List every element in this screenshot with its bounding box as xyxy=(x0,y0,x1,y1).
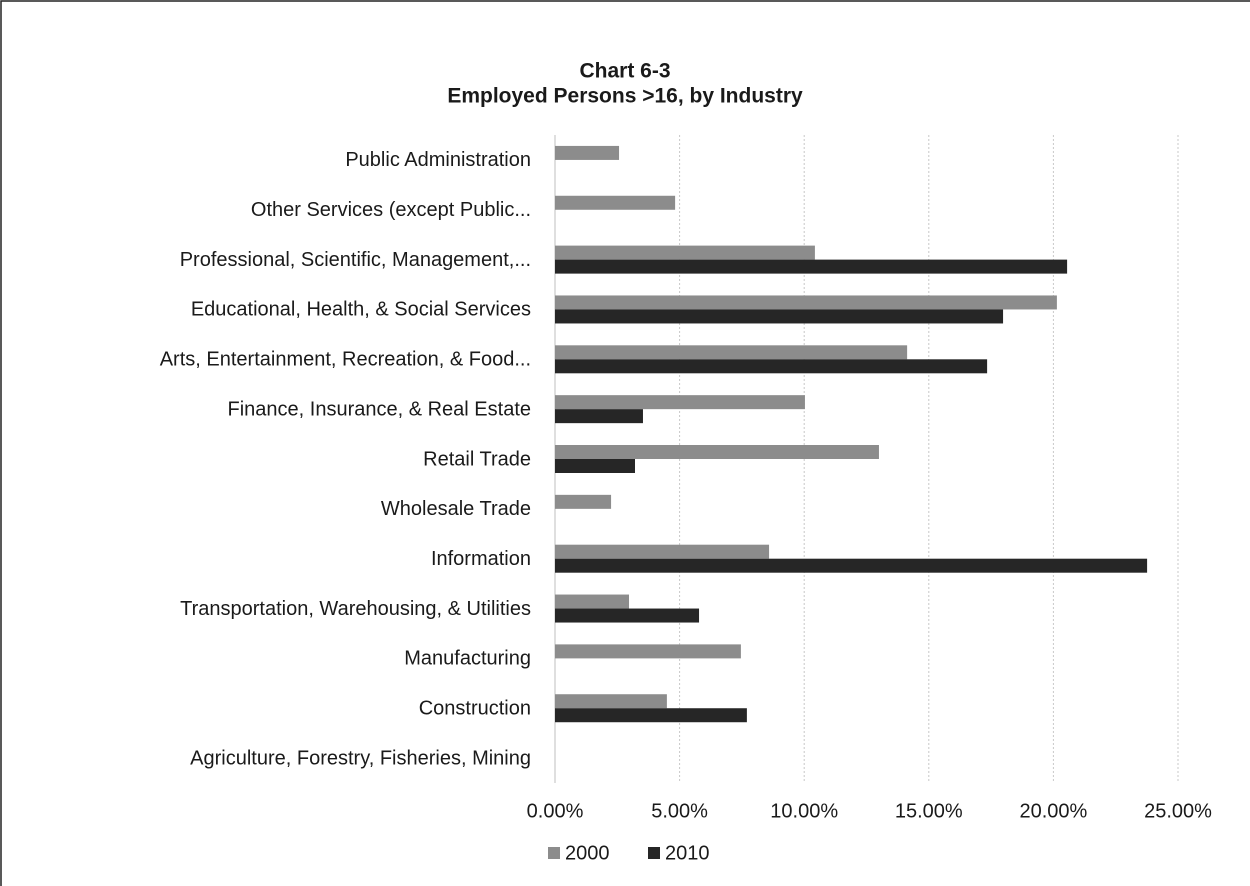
x-tick-label: 20.00% xyxy=(1019,800,1087,822)
y-tick-label: Information xyxy=(431,548,531,570)
y-tick-label: Arts, Entertainment, Recreation, & Food.… xyxy=(160,349,531,371)
x-tick-label: 10.00% xyxy=(770,800,838,822)
y-tick-label: Public Administration xyxy=(345,149,531,171)
legend-label: 2000 xyxy=(565,842,610,864)
y-tick-label: Professional, Scientific, Management,... xyxy=(180,249,531,271)
y-tick-label: Finance, Insurance, & Real Estate xyxy=(228,398,532,420)
y-tick-label: Agriculture, Forestry, Fisheries, Mining xyxy=(190,747,531,769)
bar xyxy=(555,245,815,260)
x-tick-label: 15.00% xyxy=(895,800,963,822)
bar xyxy=(555,558,1148,573)
bar xyxy=(555,359,988,374)
x-tick-label: 5.00% xyxy=(651,800,708,822)
bar xyxy=(555,694,667,709)
y-tick-label: Educational, Health, & Social Services xyxy=(191,299,531,321)
bar xyxy=(555,644,741,659)
bar xyxy=(555,544,770,559)
bar xyxy=(555,309,1004,324)
y-tick-label: Wholesale Trade xyxy=(381,498,531,520)
bar xyxy=(555,445,879,459)
bar xyxy=(555,345,908,360)
bar xyxy=(555,594,630,609)
bar xyxy=(555,708,747,723)
chart-title: Employed Persons >16, by Industry xyxy=(447,85,803,108)
bar xyxy=(555,195,676,210)
y-tick-label: Transportation, Warehousing, & Utilities xyxy=(180,598,531,620)
y-tick-label: Other Services (except Public... xyxy=(251,199,531,221)
chart-title: Chart 6-3 xyxy=(579,60,670,83)
bar xyxy=(555,409,643,424)
bar xyxy=(555,608,700,623)
bar xyxy=(555,295,1057,310)
legend-label: 2010 xyxy=(665,842,710,864)
bar xyxy=(555,494,612,509)
bar xyxy=(555,459,635,473)
legend-swatch xyxy=(648,847,660,859)
y-tick-label: Retail Trade xyxy=(423,448,531,470)
y-tick-label: Construction xyxy=(419,698,531,720)
x-tick-label: 25.00% xyxy=(1144,800,1212,822)
x-tick-label: 0.00% xyxy=(527,800,584,822)
legend-swatch xyxy=(548,847,560,859)
bar xyxy=(555,145,620,160)
bar xyxy=(555,259,1068,274)
bar xyxy=(555,395,805,410)
y-tick-label: Manufacturing xyxy=(404,648,531,670)
